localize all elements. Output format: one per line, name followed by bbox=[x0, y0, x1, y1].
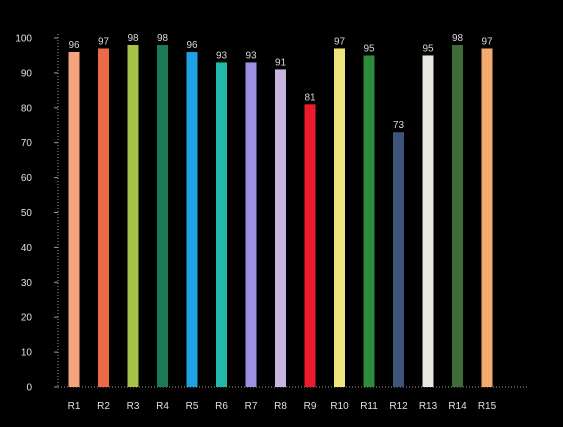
bars: 96 97 98 98 96 93 93 91 81 97 95 73 95 98 97 bbox=[68, 33, 493, 388]
x-tick-label: R1 bbox=[68, 401, 81, 412]
bar bbox=[363, 55, 375, 387]
bar bbox=[304, 104, 316, 387]
data-label: 98 bbox=[157, 33, 169, 44]
x-axis: R1 R2 R3 R4 R5 R6 R7 R8 R9 R10 R11 R12 R13 R14 R15 bbox=[58, 386, 528, 412]
data-label: 98 bbox=[127, 33, 139, 44]
data-label: 93 bbox=[216, 50, 228, 61]
x-tick-label: R8 bbox=[274, 401, 287, 412]
bar bbox=[481, 48, 493, 387]
x-tick-label: R7 bbox=[245, 401, 258, 412]
y-tick-label: 40 bbox=[21, 243, 33, 254]
data-label: 81 bbox=[304, 92, 316, 103]
bar bbox=[186, 51, 198, 388]
x-tick-label: R4 bbox=[156, 401, 169, 412]
data-label: 96 bbox=[68, 40, 80, 51]
x-tick-label: R14 bbox=[448, 401, 467, 412]
y-tick-label: 70 bbox=[21, 138, 33, 149]
y-tick-label: 60 bbox=[21, 173, 33, 184]
x-tick-label: R6 bbox=[215, 401, 228, 412]
y-tick-label: 90 bbox=[21, 68, 33, 79]
x-tick-label: R3 bbox=[127, 401, 140, 412]
y-tick-label: 50 bbox=[21, 208, 33, 219]
bar bbox=[422, 55, 434, 387]
bar bbox=[275, 69, 286, 387]
data-label: 98 bbox=[452, 33, 464, 44]
data-label: 96 bbox=[186, 40, 198, 51]
data-label: 73 bbox=[393, 120, 405, 131]
bar bbox=[393, 132, 404, 387]
x-tick-label: R5 bbox=[186, 401, 199, 412]
y-tick-label: 20 bbox=[21, 313, 33, 324]
data-label: 91 bbox=[275, 57, 287, 68]
data-label: 95 bbox=[422, 43, 434, 54]
x-tick-label: R15 bbox=[478, 401, 497, 412]
bar bbox=[98, 48, 109, 387]
bar bbox=[127, 44, 139, 387]
x-tick-label: R10 bbox=[330, 401, 349, 412]
bar bbox=[68, 51, 80, 388]
bar bbox=[245, 62, 257, 388]
bar bbox=[452, 44, 463, 387]
x-tick-label: R2 bbox=[97, 401, 110, 412]
y-tick-label: 100 bbox=[15, 34, 32, 45]
y-tick-label: 80 bbox=[21, 103, 33, 114]
data-label: 97 bbox=[334, 36, 346, 47]
data-label: 97 bbox=[481, 36, 493, 47]
y-tick-label: 0 bbox=[26, 383, 32, 394]
x-tick-label: R9 bbox=[304, 401, 317, 412]
x-tick-label: R11 bbox=[360, 401, 378, 412]
bar bbox=[157, 44, 168, 387]
y-tick-label: 10 bbox=[21, 348, 33, 359]
data-label: 95 bbox=[363, 43, 375, 54]
x-tick-label: R13 bbox=[419, 401, 438, 412]
bar bbox=[334, 48, 345, 387]
y-axis: 0 10 20 30 40 50 60 70 80 90 100 bbox=[15, 34, 59, 394]
bar bbox=[216, 62, 227, 388]
y-tick-label: 30 bbox=[21, 278, 33, 289]
data-label: 93 bbox=[245, 50, 257, 61]
x-tick-label: R12 bbox=[389, 401, 408, 412]
data-label: 97 bbox=[98, 36, 110, 47]
